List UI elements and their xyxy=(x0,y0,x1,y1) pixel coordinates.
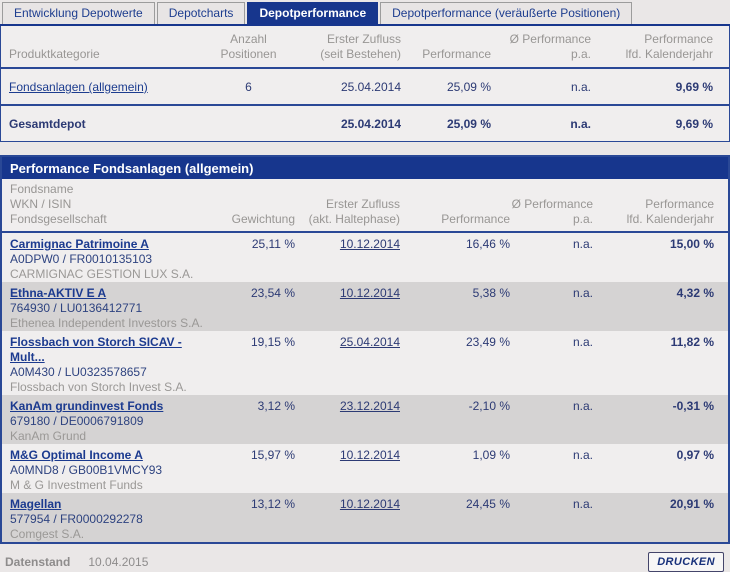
summary-row-gesamtdepot: Gesamtdepot 25.04.2014 25,09 % n.a. 9,69… xyxy=(1,105,729,141)
datenstand-label: Datenstand xyxy=(5,555,71,569)
fund-avg-pa: n.a. xyxy=(572,497,593,511)
fund-row-carmignac: Carmignac Patrimoine A A0DPW0 / FR001013… xyxy=(2,232,728,282)
funds-panel: Performance Fondsanlagen (allgemein) Fon… xyxy=(0,155,730,544)
fund-inflow-link[interactable]: 10.12.2014 xyxy=(339,448,400,462)
tab-entwicklung-depotwerte[interactable]: Entwicklung Depotwerte xyxy=(2,2,155,24)
summary-ytd-total: 9,69 % xyxy=(675,117,713,131)
fund-avg-pa: n.a. xyxy=(572,335,593,349)
fund-row-magellan: Magellan 577954 / FR0000292278 Comgest S… xyxy=(2,493,728,542)
summary-avg-pa-total: n.a. xyxy=(570,117,591,131)
fund-name-link[interactable]: Ethna-AKTIV E A xyxy=(10,286,107,300)
summary-panel: Produktkategorie Anzahl Positionen Erster… xyxy=(0,26,730,142)
fund-weight: 3,12 % xyxy=(257,399,295,413)
summary-first-inflow: 25.04.2014 xyxy=(306,68,401,106)
summary-ytd: 9,69 % xyxy=(591,68,729,106)
summary-performance-total: 25,09 % xyxy=(446,117,491,131)
tab-underline xyxy=(0,24,730,26)
gesamtdepot-label: Gesamtdepot xyxy=(9,117,86,131)
fund-inflow-link[interactable]: 10.12.2014 xyxy=(339,497,400,511)
funds-section-title: Performance Fondsanlagen (allgemein) xyxy=(2,157,728,179)
fund-weight: 13,12 % xyxy=(250,497,295,511)
tab-bar: Entwicklung Depotwerte Depotcharts Depot… xyxy=(0,0,730,24)
footer: Datenstand 10.04.2015 DRUCKEN xyxy=(0,544,730,572)
tab-depotperformance-veraeusserte[interactable]: Depotperformance (veräußerte Positionen) xyxy=(380,2,633,24)
summary-first-inflow-total: 25.04.2014 xyxy=(340,117,401,131)
fund-row-mg-optimal: M&G Optimal Income A A0MND8 / GB00B1VMCY… xyxy=(2,444,728,493)
fund-weight: 19,15 % xyxy=(250,335,295,349)
summary-header-performance: Performance xyxy=(401,26,491,69)
fund-row-flossbach: Flossbach von Storch SICAV - Mult... A0M… xyxy=(2,331,728,395)
fund-wkn-isin: 577954 / FR0000292278 xyxy=(10,512,143,526)
fund-ytd: 4,32 % xyxy=(676,286,714,300)
funds-header-avg-performance: Ø Performance p.a. xyxy=(510,179,593,233)
fund-name-link[interactable]: M&G Optimal Income A xyxy=(10,448,143,462)
datenstand: Datenstand 10.04.2015 xyxy=(5,555,148,569)
funds-header-performance: Performance xyxy=(400,179,510,233)
summary-header-produktkategorie: Produktkategorie xyxy=(1,26,191,69)
summary-positions-total xyxy=(191,105,306,141)
summary-header-erster-zufluss: Erster Zufluss (seit Bestehen) xyxy=(306,26,401,69)
fund-avg-pa: n.a. xyxy=(572,399,593,413)
fund-weight: 25,11 % xyxy=(251,237,295,251)
summary-row-fondsanlagen: Fondsanlagen (allgemein) 6 25.04.2014 25… xyxy=(1,68,729,106)
fund-avg-pa: n.a. xyxy=(572,448,593,462)
fund-inflow-link[interactable]: 23.12.2014 xyxy=(339,399,400,413)
tab-depotperformance[interactable]: Depotperformance xyxy=(247,2,379,24)
summary-header-ytd: Performance lfd. Kalenderjahr xyxy=(591,26,729,69)
funds-header-fondsname: Fondsname WKN / ISIN Fondsgesellschaft xyxy=(2,179,210,233)
fund-weight: 15,97 % xyxy=(250,448,295,462)
summary-performance: 25,09 % xyxy=(401,68,491,106)
summary-avg-pa: n.a. xyxy=(491,68,591,106)
fund-wkn-isin: 679180 / DE0006791809 xyxy=(10,414,144,428)
fund-company: Ethenea Independent Investors S.A. xyxy=(10,316,203,330)
fund-ytd: 11,82 % xyxy=(670,335,714,349)
fund-inflow-link[interactable]: 10.12.2014 xyxy=(339,286,400,300)
datenstand-date: 10.04.2015 xyxy=(88,555,149,569)
fund-performance: 23,49 % xyxy=(465,335,510,349)
fund-weight: 23,54 % xyxy=(250,286,295,300)
drucken-button[interactable]: DRUCKEN xyxy=(648,552,724,572)
funds-header-gewichtung: Gewichtung xyxy=(210,179,295,233)
summary-table: Produktkategorie Anzahl Positionen Erster… xyxy=(1,26,729,141)
fund-name-link[interactable]: KanAm grundinvest Fonds xyxy=(10,399,164,413)
fund-ytd: 20,91 % xyxy=(669,497,714,511)
fund-inflow-link[interactable]: 10.12.2014 xyxy=(339,237,400,251)
fund-name-link[interactable]: Carmignac Patrimoine A xyxy=(10,237,149,251)
summary-positions: 6 xyxy=(191,68,306,106)
fund-inflow-link[interactable]: 25.04.2014 xyxy=(339,335,400,349)
fondsanlagen-link[interactable]: Fondsanlagen (allgemein) xyxy=(9,80,148,94)
fund-avg-pa: n.a. xyxy=(572,237,593,251)
fund-name-link[interactable]: Magellan xyxy=(10,497,62,511)
fund-ytd: 0,97 % xyxy=(676,448,714,462)
fund-performance: 16,46 % xyxy=(465,237,510,251)
fund-row-kanam: KanAm grundinvest Fonds 679180 / DE00067… xyxy=(2,395,728,444)
fund-company: M & G Investment Funds xyxy=(10,478,143,492)
summary-header-anzahl-positionen: Anzahl Positionen xyxy=(191,26,306,69)
fund-company: KanAm Grund xyxy=(10,429,87,443)
tab-depotcharts[interactable]: Depotcharts xyxy=(156,2,246,24)
fund-performance: -2,10 % xyxy=(468,399,510,413)
fund-wkn-isin: A0MND8 / GB00B1VMCY93 xyxy=(10,463,163,477)
funds-table: Fondsname WKN / ISIN Fondsgesellschaft Gew… xyxy=(2,179,728,542)
summary-header-avg-performance: Ø Performance p.a. xyxy=(491,26,591,69)
fund-wkn-isin: A0DPW0 / FR0010135103 xyxy=(10,252,153,266)
fund-wkn-isin: 764930 / LU0136412771 xyxy=(10,301,143,315)
fund-performance: 1,09 % xyxy=(472,448,510,462)
fund-ytd: 15,00 % xyxy=(669,237,714,251)
fund-company: Flossbach von Storch Invest S.A. xyxy=(10,380,187,394)
funds-header-ytd: Performance lfd. Kalenderjahr xyxy=(593,179,728,233)
fund-company: CARMIGNAC GESTION LUX S.A. xyxy=(10,267,194,281)
fund-wkn-isin: A0M430 / LU0323578657 xyxy=(10,365,147,379)
fund-avg-pa: n.a. xyxy=(572,286,593,300)
fund-performance: 24,45 % xyxy=(465,497,510,511)
fund-name-link[interactable]: Flossbach von Storch SICAV - Mult... xyxy=(10,335,182,364)
fund-row-ethna: Ethna-AKTIV E A 764930 / LU0136412771 Et… xyxy=(2,282,728,331)
fund-ytd: -0,31 % xyxy=(672,399,714,413)
funds-header-erster-zufluss: Erster Zufluss (akt. Haltephase) xyxy=(295,179,400,233)
fund-performance: 5,38 % xyxy=(472,286,510,300)
fund-company: Comgest S.A. xyxy=(10,527,85,541)
